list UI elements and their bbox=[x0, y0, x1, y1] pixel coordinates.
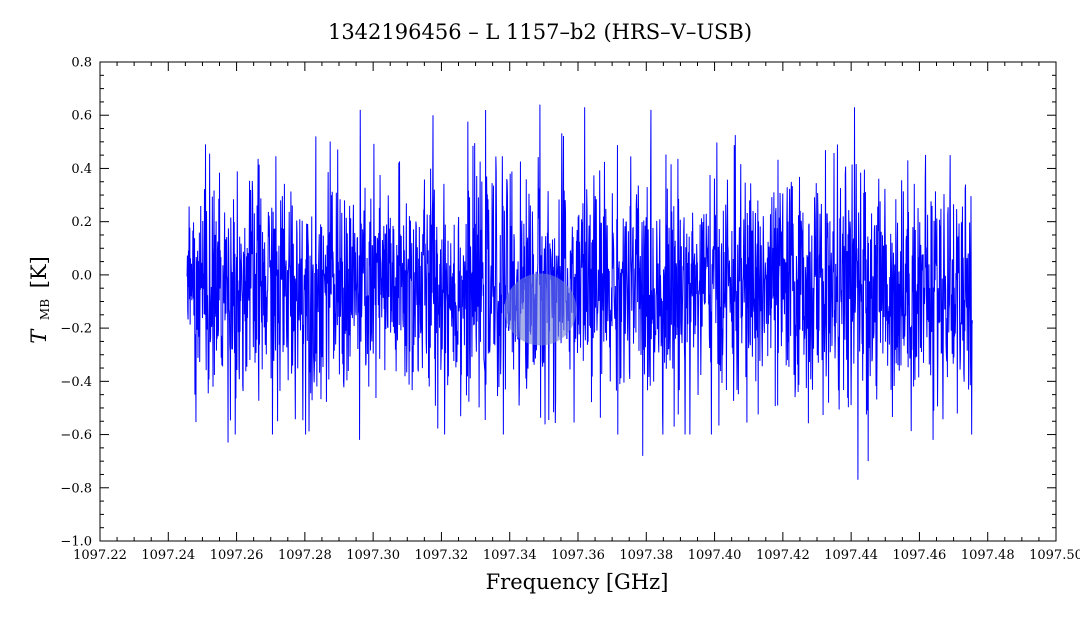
x-tick-label: 1097.50 bbox=[1029, 548, 1080, 563]
y-tick-label: −0.6 bbox=[60, 428, 92, 443]
y-axis-label-sub: MB bbox=[38, 299, 52, 320]
x-tick-label: 1097.44 bbox=[824, 548, 878, 563]
x-tick-label: 1097.30 bbox=[346, 548, 400, 563]
y-tick-label: 0.8 bbox=[71, 56, 92, 71]
x-tick-label: 1097.34 bbox=[483, 548, 537, 563]
chart-title: 1342196456 – L 1157–b2 (HRS–V–USB) bbox=[328, 20, 752, 44]
x-tick-label: 1097.36 bbox=[551, 548, 605, 563]
x-tick-label: 1097.24 bbox=[141, 548, 195, 563]
series-group bbox=[186, 104, 973, 480]
x-tick-label: 1097.40 bbox=[688, 548, 742, 563]
x-axis-ticks: 1097.22 1097.24 1097.26 1097.28 1097.30 1097.… bbox=[73, 62, 1080, 563]
x-tick-label: 1097.38 bbox=[619, 548, 673, 563]
y-tick-label: 0.6 bbox=[71, 109, 92, 124]
y-axis-ticks: −1.0 −0.8 −0.6 −0.4 −0.2 0.0 0.2 0.4 0.6 0.8 bbox=[60, 56, 1056, 550]
y-axis-label-main: T bbox=[27, 328, 51, 344]
y-tick-label: 0.4 bbox=[71, 162, 92, 177]
y-tick-label: 0.0 bbox=[71, 268, 92, 283]
spectrum-line bbox=[186, 104, 973, 480]
y-tick-label: −0.2 bbox=[60, 322, 92, 337]
x-tick-label: 1097.48 bbox=[961, 548, 1015, 563]
y-axis-label-unit: [K] bbox=[27, 256, 51, 288]
cursor-highlight-marker bbox=[504, 273, 577, 346]
y-tick-label: 0.2 bbox=[71, 215, 92, 230]
x-axis-label: Frequency [GHz] bbox=[486, 570, 669, 594]
x-tick-label: 1097.26 bbox=[210, 548, 264, 563]
y-tick-label: −0.4 bbox=[60, 375, 92, 390]
x-tick-label: 1097.42 bbox=[756, 548, 810, 563]
x-tick-label: 1097.32 bbox=[415, 548, 469, 563]
x-tick-label: 1097.46 bbox=[893, 548, 947, 563]
y-axis-label: T MB [K] bbox=[27, 256, 54, 344]
y-tick-label: −0.8 bbox=[60, 481, 92, 496]
x-tick-label: 1097.22 bbox=[73, 548, 127, 563]
x-tick-label: 1097.28 bbox=[278, 548, 332, 563]
y-tick-label: −1.0 bbox=[60, 535, 92, 550]
